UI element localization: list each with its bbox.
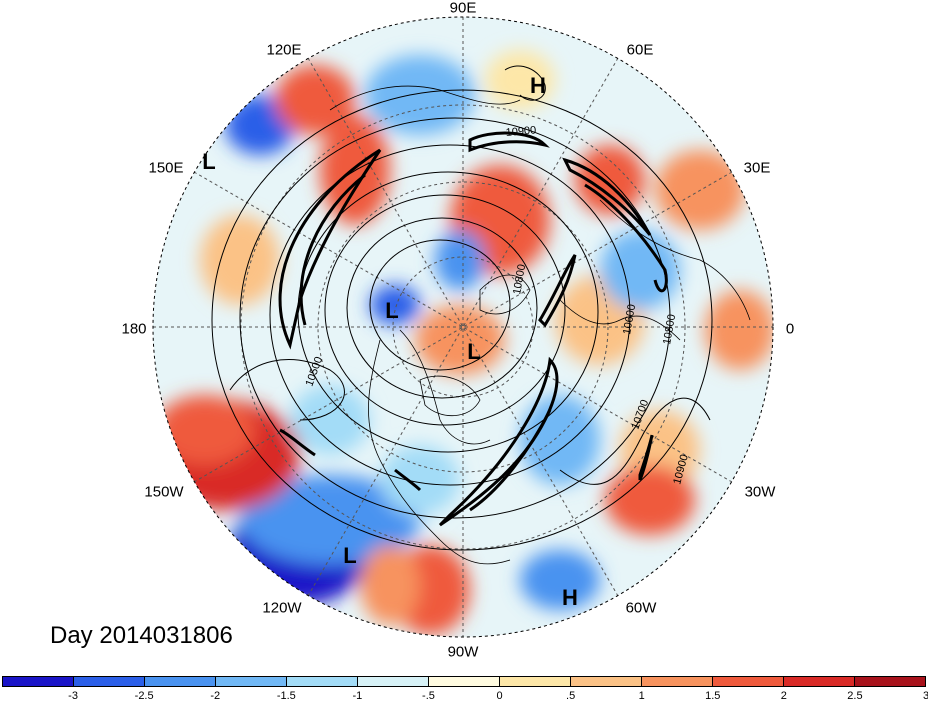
colorbar-swatch <box>358 677 429 686</box>
colorbar-tick-label: 1 <box>638 690 645 702</box>
lon-label-120e: 120E <box>266 41 302 59</box>
colorbar-tick-label: -2.5 <box>134 690 154 702</box>
lon-label-0: 0 <box>785 320 795 338</box>
low-pressure-marker: L <box>202 149 216 174</box>
colorbar-swatch <box>784 677 855 686</box>
lon-label-150w: 150W <box>144 483 184 501</box>
colorbar-tick-label: 2.5 <box>847 690 863 702</box>
colorbar-swatch <box>145 677 216 686</box>
lon-label-60w: 60W <box>625 599 657 617</box>
colorbar-tick-label: -2 <box>210 690 221 702</box>
contour-label: 10800 <box>511 263 528 295</box>
colorbar-tick-label: -1 <box>352 690 363 702</box>
lon-label-150e: 150E <box>148 159 184 177</box>
contour-label: 10900 <box>505 124 537 139</box>
colorbar-swatch <box>855 677 925 686</box>
colorbar-swatch <box>74 677 145 686</box>
colorbar-swatch <box>500 677 571 686</box>
colorbar-tick-label: 2 <box>780 690 787 702</box>
high-pressure-marker: H <box>530 73 546 98</box>
colorbar-tick-label: -3 <box>68 690 78 702</box>
colorbar-swatch <box>571 677 642 686</box>
polar-stereographic-map: 10900 10500 10600 10800 10700 10900 1080… <box>152 16 774 638</box>
height-contours <box>211 65 713 551</box>
colorbar-swatch <box>429 677 500 686</box>
contour-label: 10800 <box>661 313 678 345</box>
contour-label: 10600 <box>621 303 638 335</box>
low-pressure-marker: L <box>385 298 399 323</box>
colorbar-swatch <box>287 677 358 686</box>
lon-label-30e: 30E <box>743 159 771 177</box>
colorbar-swatch <box>3 677 74 686</box>
lon-label-60e: 60E <box>626 41 654 59</box>
jet-isotachs <box>278 131 668 527</box>
high-pressure-marker: H <box>562 585 578 610</box>
lon-label-120w: 120W <box>262 599 302 617</box>
low-pressure-marker: L <box>467 339 481 364</box>
lon-label-180: 180 <box>121 320 147 338</box>
map-boundary <box>152 16 774 638</box>
colorbar-swatch <box>642 677 713 686</box>
lon-label-30w: 30W <box>744 483 776 501</box>
colorbar-tick-label: -.5 <box>422 690 435 702</box>
colorbar <box>2 676 926 687</box>
colorbar-tick-label: .5 <box>566 690 576 702</box>
low-pressure-marker: L <box>343 543 357 568</box>
colorbar-swatch <box>713 677 784 686</box>
lon-label-90e: 90E <box>449 0 477 17</box>
lon-label-90w: 90W <box>447 643 479 661</box>
coastlines <box>329 85 751 565</box>
graticule <box>153 17 773 637</box>
colorbar-swatch <box>216 677 287 686</box>
colorbar-tick-label: -1.5 <box>276 690 296 702</box>
colorbar-tick-label: 3 <box>922 690 928 702</box>
colorbar-tick-label: 0 <box>496 690 503 702</box>
colorbar-tick-label: 1.5 <box>705 690 721 702</box>
day-label: Day 2014031806 <box>50 622 233 649</box>
